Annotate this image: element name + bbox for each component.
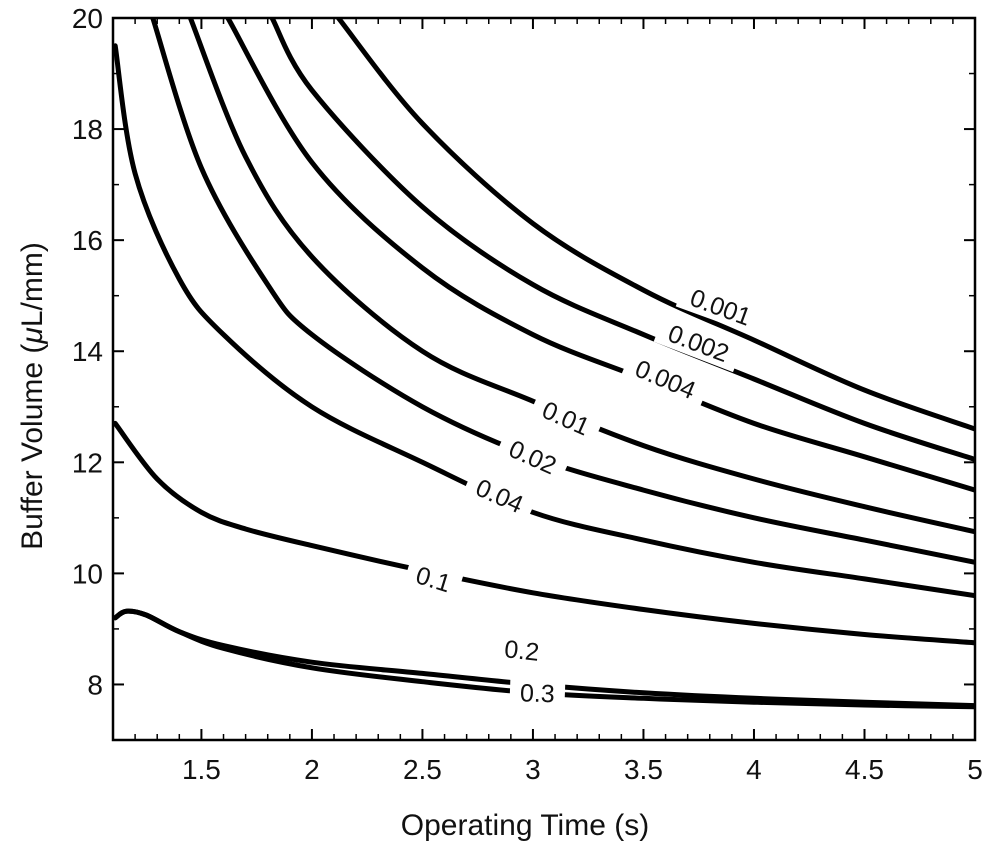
contour-label-bg (675, 278, 766, 336)
contour-label-0.1: 0.1 (402, 556, 465, 602)
contour-label-0.3: 0.3 (509, 676, 566, 709)
contour-line-0.001 (335, 18, 975, 432)
contour-label-bg (492, 632, 551, 668)
x-tick-label: 4.5 (845, 754, 884, 785)
contour-label-bg (494, 428, 571, 485)
x-tick-label: 2 (304, 754, 320, 785)
contour-label-bg (653, 313, 744, 373)
tick-labels: 1.5 2 2.5 3 3.5 4 4.5 5 8 10 12 14 16 18 20 (72, 3, 983, 785)
y-axis-label: Buffer Volume (μL/mm) (16, 242, 49, 550)
contour-label-0.01: 0.01 (528, 389, 605, 446)
contour-label-text: 0.3 (520, 679, 556, 708)
contour-label-text: 0.01 (538, 396, 594, 441)
contour-line-0.1 (113, 420, 975, 646)
x-tick-label: 1.5 (182, 754, 221, 785)
contour-label-0.2: 0.2 (492, 632, 551, 668)
y-tick-label: 12 (72, 447, 103, 478)
contour-label-bg (509, 676, 566, 709)
plot-frame (111, 16, 977, 742)
y-tick-label: 18 (72, 114, 103, 145)
y-tick-label: 16 (72, 225, 103, 256)
contour-line-0.3 (113, 608, 975, 710)
contour-label-text: 0.2 (503, 635, 541, 666)
contour-line-0.002 (269, 18, 975, 462)
contour-line-0.004 (225, 18, 975, 493)
contour-label-0.02: 0.02 (494, 428, 571, 485)
contour-line-0.02 (150, 18, 975, 565)
x-tick-label: 2.5 (403, 754, 442, 785)
contour-line-0.04 (113, 43, 975, 599)
contour-label-text: 0.004 (631, 355, 700, 405)
contour-line-0.01 (187, 18, 975, 535)
contour-label-0.04: 0.04 (461, 467, 538, 524)
y-tick-label: 14 (72, 336, 103, 367)
x-tick-label: 4 (746, 754, 762, 785)
y-axis-label-prefix: Buffer Volume ( (16, 344, 49, 550)
contour-label-bg (402, 556, 465, 602)
contour-label-bg (461, 467, 538, 524)
contour-label-bg (528, 389, 605, 446)
contour-lines (113, 18, 975, 710)
x-tick-label: 5 (967, 754, 983, 785)
x-tick-label: 3.5 (624, 754, 663, 785)
contour-label-text: 0.02 (505, 435, 561, 480)
x-tick-label: 3 (525, 754, 541, 785)
y-tick-label: 10 (72, 558, 103, 589)
y-tick-label: 20 (72, 3, 103, 34)
y-axis-label-mu: μ (16, 327, 49, 344)
y-axis-label-suffix: L/mm) (16, 242, 49, 327)
contour-label-bg (620, 348, 711, 410)
x-axis-label: Operating Time (s) (401, 809, 649, 842)
y-tick-label: 8 (87, 669, 103, 700)
